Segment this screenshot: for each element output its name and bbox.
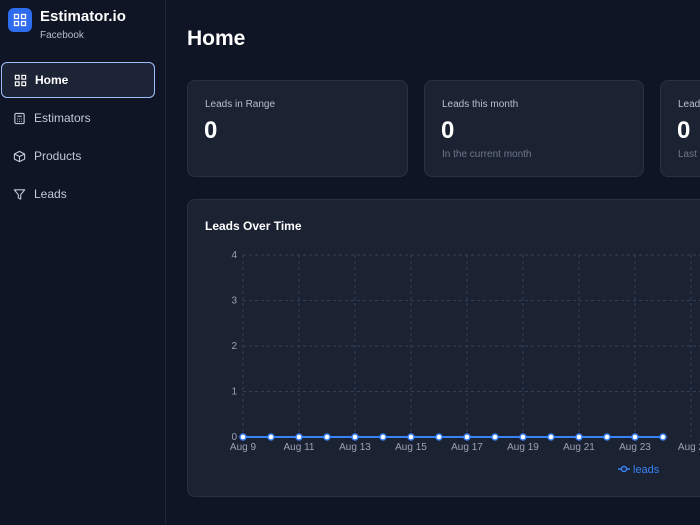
y-tick-label: 1 — [231, 387, 237, 398]
stat-subtitle: In the current month — [442, 149, 532, 160]
data-point — [463, 433, 471, 441]
data-point — [351, 433, 359, 441]
page-title: Home — [187, 27, 246, 50]
y-tick-label: 4 — [231, 250, 237, 261]
filter-icon — [12, 187, 26, 201]
y-tick-label: 2 — [231, 341, 237, 352]
sidebar-item-home[interactable]: Home — [1, 62, 155, 98]
stat-value: 0 — [677, 117, 691, 144]
calculator-icon — [12, 111, 26, 125]
legend-label: leads — [633, 464, 660, 476]
sidebar-item-estimators[interactable]: Estimators — [0, 100, 166, 136]
stat-value: 0 — [204, 117, 218, 144]
data-point — [631, 433, 639, 441]
data-point — [547, 433, 555, 441]
sidebar-item-leads[interactable]: Leads — [0, 176, 166, 212]
x-tick-label: Aug 13 — [339, 442, 371, 453]
stat-subtitle: Last — [678, 149, 697, 160]
data-point — [407, 433, 415, 441]
brand-subtitle: Facebook — [40, 30, 84, 41]
sidebar-item-label: Home — [35, 73, 69, 87]
brand[interactable]: Estimator.io Facebook — [8, 8, 126, 41]
stat-label: Lead — [678, 99, 700, 110]
x-tick-label: Aug 17 — [451, 442, 483, 453]
stat-card-leads-this-month: Leads this month 0 In the current month — [424, 80, 644, 177]
data-point — [519, 433, 527, 441]
grid-icon — [13, 73, 27, 87]
stat-value: 0 — [441, 117, 455, 144]
sidebar-item-label: Estimators — [34, 111, 91, 125]
x-tick-label: Aug 11 — [284, 442, 315, 453]
x-tick-label: Aug 19 — [507, 442, 539, 453]
sidebar-item-products[interactable]: Products — [0, 138, 166, 174]
x-tick-label: Aug 15 — [395, 442, 427, 453]
brand-logo-grid-icon — [8, 8, 32, 32]
data-point — [379, 433, 387, 441]
data-point — [239, 433, 247, 441]
y-tick-label: 0 — [231, 432, 237, 443]
box-icon — [12, 149, 26, 163]
leads-over-time-chart: 0 1 2 3 4 Aug 9 Aug 11 Aug 13 Aug 15 Aug 17 Aug 19… — [230, 250, 700, 476]
x-tick-label: Aug 21 — [563, 442, 595, 453]
sidebar-nav: Home Estimators Products — [0, 62, 166, 214]
sidebar: Estimator.io Facebook Home — [0, 0, 166, 525]
data-point — [323, 433, 331, 441]
brand-title: Estimator.io — [40, 8, 126, 25]
chart-title: Leads Over Time — [205, 219, 302, 233]
sidebar-item-label: Products — [34, 149, 82, 163]
data-point — [267, 433, 275, 441]
data-point — [575, 433, 583, 441]
data-point — [659, 433, 667, 441]
stat-label: Leads in Range — [205, 99, 276, 110]
main-content: Home Leads in Range 0 Leads this month 0… — [166, 0, 700, 525]
data-point — [435, 433, 443, 441]
stat-card-leads-last: Lead 0 Last — [660, 80, 700, 177]
sidebar-item-label: Leads — [34, 187, 67, 201]
leads-over-time-chart-card: 0 1 2 3 4 Aug 9 Aug 11 Aug 13 Aug 15 Aug 17 Aug 19… — [187, 199, 700, 497]
data-point — [603, 433, 611, 441]
y-tick-label: 3 — [231, 296, 237, 307]
data-point — [491, 433, 499, 441]
data-point — [295, 433, 303, 441]
x-tick-label: Aug 9 — [230, 442, 257, 453]
stat-card-leads-in-range: Leads in Range 0 — [187, 80, 408, 177]
x-tick-label: Aug 23 — [619, 442, 651, 453]
legend-swatch-point — [620, 465, 628, 473]
x-tick-label: Aug 2 — [678, 442, 700, 453]
stat-label: Leads this month — [442, 99, 519, 110]
